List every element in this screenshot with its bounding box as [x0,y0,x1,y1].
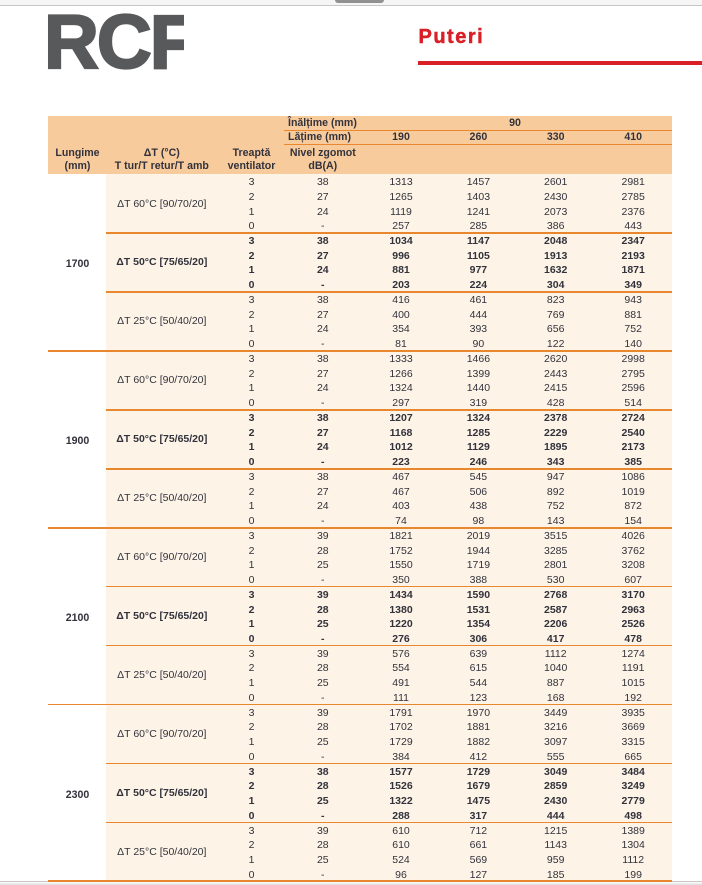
svg-text:RCF: RCF [44,13,184,75]
